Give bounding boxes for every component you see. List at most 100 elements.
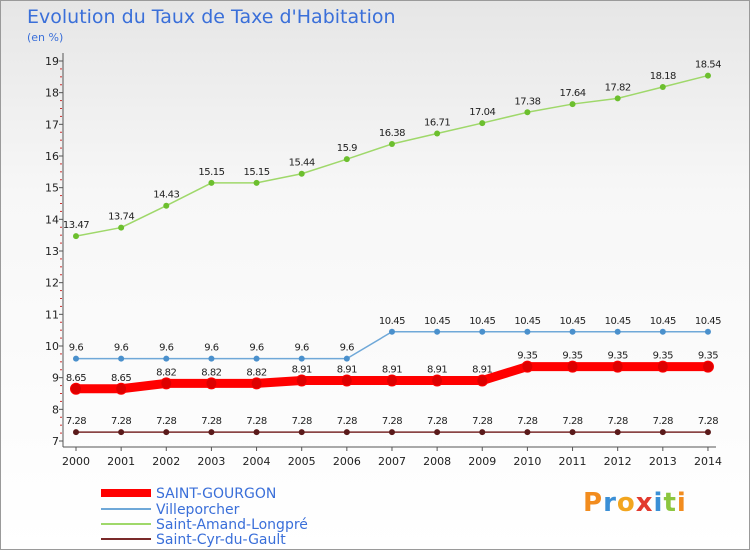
data-point xyxy=(479,429,486,436)
y-minor-tick xyxy=(60,100,62,102)
logo-letter: x xyxy=(635,488,654,518)
data-point xyxy=(701,360,714,373)
y-tick-label: 8 xyxy=(52,403,59,416)
data-point xyxy=(569,101,576,108)
y-tick-label: 17 xyxy=(45,118,59,131)
data-label: 17.38 xyxy=(514,96,540,107)
data-label: 13.47 xyxy=(63,220,89,231)
data-label: 9.6 xyxy=(159,343,174,354)
data-point xyxy=(566,360,579,373)
data-label: 7.28 xyxy=(517,416,537,427)
data-label: 7.28 xyxy=(608,416,628,427)
data-label: 7.28 xyxy=(156,416,176,427)
data-label: 8.82 xyxy=(246,367,266,378)
y-tick-label: 11 xyxy=(45,308,59,321)
data-point xyxy=(704,72,711,79)
y-minor-tick xyxy=(60,369,62,371)
x-tick-label: 2009 xyxy=(468,455,496,468)
data-point xyxy=(659,429,666,436)
y-minor-tick xyxy=(60,210,62,212)
data-point xyxy=(614,95,621,102)
y-minor-tick xyxy=(60,432,62,434)
data-label: 15.44 xyxy=(289,158,315,169)
data-point xyxy=(388,140,395,147)
data-point xyxy=(253,429,260,436)
data-point xyxy=(524,429,531,436)
data-point xyxy=(118,355,125,362)
y-minor-tick xyxy=(60,108,62,109)
proxiti-logo: Proxiti xyxy=(583,488,687,518)
y-minor-tick xyxy=(60,274,62,276)
data-point xyxy=(479,328,486,335)
data-point xyxy=(205,377,218,390)
data-point xyxy=(208,355,215,362)
data-point xyxy=(388,328,395,335)
x-tick-label: 2002 xyxy=(152,455,180,468)
data-label: 7.28 xyxy=(653,416,673,427)
y-minor-tick xyxy=(60,266,62,268)
data-label: 9.35 xyxy=(608,351,628,362)
y-tick-label: 12 xyxy=(45,277,59,290)
y-minor-tick xyxy=(60,68,62,70)
data-point xyxy=(388,429,395,436)
data-point xyxy=(118,429,125,436)
y-minor-tick xyxy=(60,179,62,181)
y-minor-tick xyxy=(60,234,62,236)
data-label: 10.45 xyxy=(514,316,540,327)
y-minor-tick xyxy=(60,424,62,426)
data-label: 14.43 xyxy=(153,190,179,201)
y-minor-tick xyxy=(60,400,62,402)
data-label: 8.91 xyxy=(292,365,312,376)
data-label: 8.82 xyxy=(201,367,221,378)
y-minor-tick xyxy=(60,139,62,141)
y-tick-label: 19 xyxy=(45,55,59,68)
data-label: 7.28 xyxy=(337,416,357,427)
x-tick-label: 2007 xyxy=(378,455,406,468)
data-label: 7.28 xyxy=(292,416,312,427)
data-point xyxy=(569,429,576,436)
y-minor-tick xyxy=(60,171,62,173)
data-label: 9.6 xyxy=(204,343,219,354)
y-tick-label: 10 xyxy=(45,340,59,353)
y-minor-tick xyxy=(60,258,62,260)
data-label: 18.18 xyxy=(650,71,676,82)
data-point xyxy=(524,328,531,335)
y-minor-tick xyxy=(60,298,62,299)
legend-label: SAINT-GOURGON xyxy=(156,486,276,502)
data-point xyxy=(524,109,531,116)
logo-letter: i xyxy=(676,488,687,518)
data-point xyxy=(704,328,711,335)
data-label: 7.28 xyxy=(562,416,582,427)
logo-letter: t xyxy=(663,488,677,518)
data-point xyxy=(569,328,576,335)
data-point xyxy=(385,374,398,387)
data-point xyxy=(479,120,486,127)
legend-label: Saint-Cyr-du-Gault xyxy=(156,532,286,548)
data-label: 15.15 xyxy=(198,167,224,178)
data-point xyxy=(163,429,170,436)
y-minor-tick xyxy=(60,76,62,78)
data-label: 7.28 xyxy=(66,416,86,427)
data-point xyxy=(343,429,350,436)
data-label: 10.45 xyxy=(605,316,631,327)
y-tick-label: 15 xyxy=(45,182,59,195)
data-point xyxy=(253,179,260,186)
data-point xyxy=(253,355,260,362)
data-point xyxy=(614,328,621,335)
y-minor-tick xyxy=(60,226,62,228)
data-point xyxy=(163,355,170,362)
y-tick-label: 9 xyxy=(52,372,59,385)
x-tick-label: 2003 xyxy=(197,455,225,468)
data-point xyxy=(163,202,170,209)
data-point xyxy=(614,429,621,436)
logo-letter: i xyxy=(653,488,664,518)
data-point xyxy=(208,179,215,186)
y-minor-tick xyxy=(60,147,62,149)
x-tick-label: 2010 xyxy=(513,455,541,468)
data-point xyxy=(434,130,441,137)
data-point xyxy=(659,83,666,90)
y-minor-tick xyxy=(60,242,62,244)
chart-unit-label: (en %) xyxy=(27,31,64,44)
data-point xyxy=(118,224,125,231)
